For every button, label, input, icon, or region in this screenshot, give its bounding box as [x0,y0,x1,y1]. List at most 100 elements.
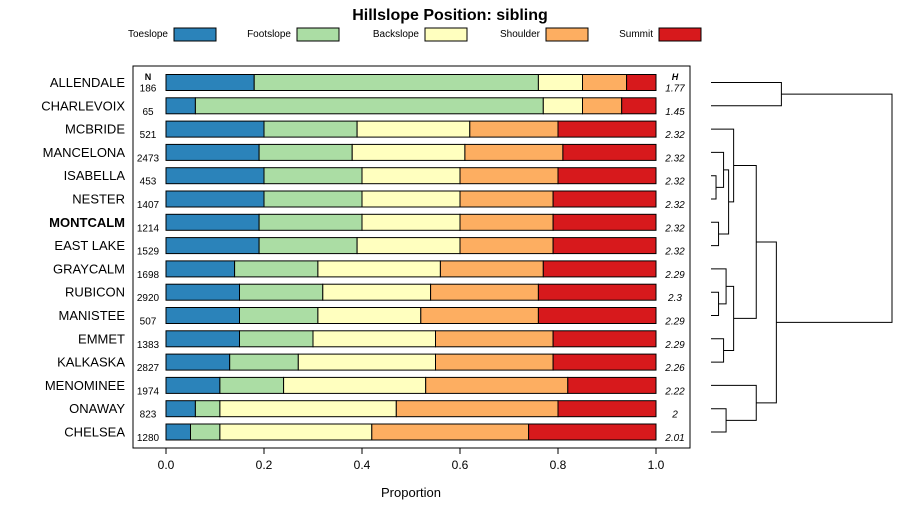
legend: Toeslope Footslope Backslope Shoulder Summit [128,27,702,42]
n-value-onaway: 823 [140,410,157,421]
h-value-kalkaska: 2.26 [664,363,685,374]
chart-title: Hillslope Position: sibling [352,7,548,24]
dendrogram-link-7 [711,268,727,305]
bar-onaway-summit [557,400,657,418]
bar-graycalm-toeslope [165,260,236,278]
row-mancelona: MANCELONA 2473 2.32 [43,143,685,164]
h-value-graycalm: 2.29 [664,270,685,281]
bar-montcalm-summit [552,213,657,231]
bar-menominee-summit [567,376,657,394]
row-label-mancelona: MANCELONA [43,145,126,160]
bar-charlevoix-summit [621,97,657,115]
bar-mcbride-shoulder [469,120,559,138]
bar-graycalm-shoulder [439,260,544,278]
bar-onaway-toeslope [165,400,196,418]
h-value-charlevoix: 1.45 [665,107,685,118]
n-value-allendale: 186 [140,84,157,95]
row-charlevoix: CHARLEVOIX 65 1.45 [41,97,685,118]
x-tick-label-1: 0.2 [256,458,273,472]
legend-swatch-backslope [424,27,468,42]
x-tick-label-2: 0.4 [354,458,371,472]
row-label-nester: NESTER [72,192,125,207]
bar-mancelona-footslope [258,143,353,161]
row-onaway: ONAWAY 823 2 [69,400,678,421]
dendrogram-link-2 [711,221,720,247]
row-label-allendale: ALLENDALE [50,75,125,90]
n-value-mancelona: 2473 [137,153,160,164]
row-menominee: MENOMINEE 1974 2.22 [45,376,685,397]
h-value-chelsea: 2.01 [664,433,684,444]
row-label-manistee: MANISTEE [59,308,126,323]
legend-label-shoulder: Shoulder [500,29,541,40]
x-axis: 0.0 0.2 0.4 0.6 0.8 1.0 [158,448,665,472]
bar-nester-footslope [263,190,363,208]
bar-mancelona-shoulder [464,143,564,161]
n-value-graycalm: 1698 [137,270,160,281]
bar-kalkaska-footslope [229,353,299,371]
bar-mcbride-footslope [263,120,358,138]
bar-kalkaska-backslope [297,353,436,371]
n-value-isabella: 453 [140,177,157,188]
dendrogram-link-6 [711,291,720,316]
x-tick-label-3: 0.6 [452,458,469,472]
row-east-lake: EAST LAKE 1529 2.32 [54,237,685,258]
bar-manistee-shoulder [420,307,539,324]
bar-manistee-toeslope [165,307,240,324]
bar-manistee-backslope [317,307,422,324]
bar-east-lake-footslope [258,237,358,255]
bar-rubicon-summit [537,283,657,301]
row-label-menominee: MENOMINEE [45,378,126,393]
n-value-emmet: 1383 [137,340,160,351]
bar-rubicon-shoulder [430,283,539,301]
bar-kalkaska-shoulder [435,353,554,371]
row-label-chelsea: CHELSEA [64,425,125,440]
bar-onaway-footslope [194,400,221,418]
legend-swatch-summit [658,27,702,42]
legend-swatch-shoulder [545,27,589,42]
row-label-isabella: ISABELLA [64,168,126,183]
n-value-manistee: 507 [140,317,157,328]
bar-menominee-toeslope [165,376,221,394]
row-graycalm: GRAYCALM 1698 2.29 [53,260,685,281]
row-isabella: ISABELLA 453 2.32 [64,167,685,188]
row-montcalm: MONTCALM 1214 2.32 [49,213,685,234]
bar-mcbride-backslope [356,120,471,138]
dendrogram-link-0 [711,82,782,107]
bar-mcbride-toeslope [165,120,265,138]
bar-isabella-shoulder [459,167,559,185]
n-value-charlevoix: 65 [142,107,154,118]
x-tick-label-5: 1.0 [648,458,665,472]
h-value-nester: 2.32 [664,200,685,211]
legend-swatch-footslope [296,27,340,42]
bar-chelsea-toeslope [165,423,191,441]
row-label-mcbride: MCBRIDE [65,122,125,137]
dendrogram-link-5 [711,128,735,203]
h-value-allendale: 1.77 [665,84,685,95]
bar-isabella-footslope [263,167,363,185]
dendrogram-link-1 [711,175,717,200]
row-allendale: ALLENDALE 186 1.77 [50,74,685,95]
bar-charlevoix-footslope [194,97,544,115]
n-value-east-lake: 1529 [137,247,160,258]
h-value-mancelona: 2.32 [664,153,685,164]
row-label-kalkaska: KALKASKA [57,355,125,370]
legend-label-toeslope: Toeslope [128,29,168,40]
bar-charlevoix-toeslope [165,97,196,115]
bar-east-lake-summit [552,237,657,255]
legend-label-footslope: Footslope [247,29,291,40]
n-value-menominee: 1974 [137,386,160,397]
bar-nester-toeslope [165,190,265,208]
row-label-montcalm: MONTCALM [49,215,125,230]
bar-emmet-toeslope [165,330,240,348]
bar-manistee-summit [537,307,657,324]
bar-montcalm-toeslope [165,213,260,231]
x-tick-label-4: 0.8 [550,458,567,472]
legend-label-backslope: Backslope [373,29,420,40]
rows: ALLENDALE 186 1.77 CHARLEVOIX 65 1.45 MCBRIDE 5… [41,74,685,444]
dendrogram-link-10 [733,165,757,319]
bar-east-lake-toeslope [165,237,260,255]
bar-allendale-shoulder [582,74,628,91]
bar-isabella-summit [557,167,657,185]
row-manistee: MANISTEE 507 2.29 [59,307,685,328]
